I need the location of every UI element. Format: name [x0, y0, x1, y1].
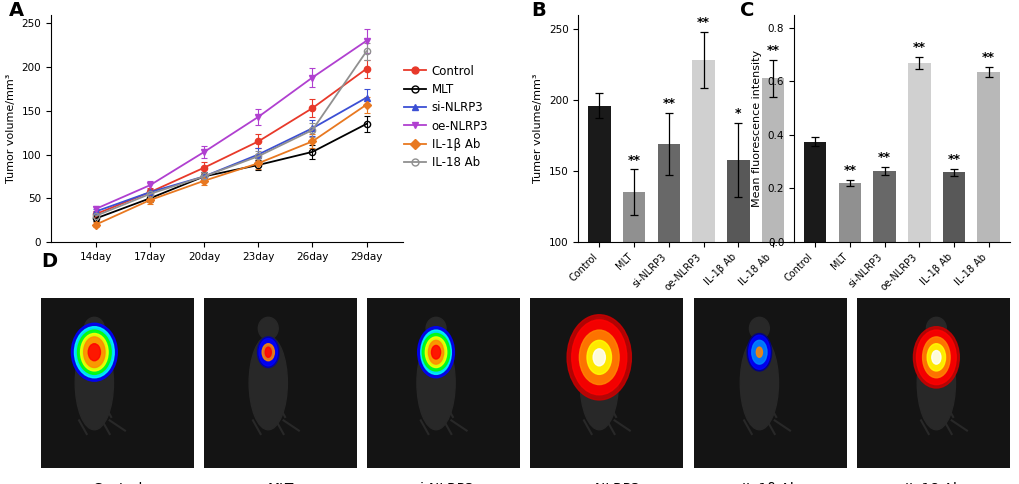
Ellipse shape — [916, 330, 956, 385]
Y-axis label: Tumer volume/mm³: Tumer volume/mm³ — [533, 74, 543, 183]
Ellipse shape — [75, 336, 113, 430]
Ellipse shape — [418, 327, 454, 378]
Bar — [872, 171, 895, 242]
Ellipse shape — [926, 344, 945, 371]
Text: D: D — [41, 252, 57, 271]
Text: **: ** — [877, 151, 891, 164]
Ellipse shape — [580, 336, 618, 430]
Ellipse shape — [748, 335, 769, 369]
Bar — [692, 60, 714, 242]
Ellipse shape — [425, 337, 446, 367]
Ellipse shape — [422, 333, 449, 371]
Bar — [727, 160, 749, 242]
Ellipse shape — [747, 333, 771, 371]
Ellipse shape — [262, 344, 274, 361]
Ellipse shape — [749, 318, 768, 339]
Ellipse shape — [567, 315, 631, 400]
Bar — [657, 144, 680, 242]
Text: B: B — [530, 1, 545, 20]
Text: MLT: MLT — [267, 482, 293, 484]
Bar — [907, 63, 929, 242]
Ellipse shape — [265, 347, 271, 357]
Y-axis label: Mean fluorescence intensity: Mean fluorescence intensity — [752, 50, 761, 207]
Ellipse shape — [259, 339, 277, 366]
Ellipse shape — [579, 330, 619, 385]
Text: **: ** — [912, 41, 925, 54]
Text: IL-18 Ab: IL-18 Ab — [904, 482, 961, 484]
Text: si-NLRP3: si-NLRP3 — [413, 482, 474, 484]
Bar — [942, 172, 964, 242]
Text: *: * — [735, 107, 741, 120]
Bar — [761, 78, 784, 242]
Ellipse shape — [593, 349, 605, 366]
Ellipse shape — [925, 318, 946, 339]
Text: oe-NLRP3: oe-NLRP3 — [573, 482, 640, 484]
Ellipse shape — [587, 340, 611, 375]
Text: C: C — [740, 1, 754, 20]
Text: **: ** — [981, 51, 995, 64]
Y-axis label: Tumor volume/mm³: Tumor volume/mm³ — [6, 74, 16, 183]
Text: **: ** — [627, 153, 640, 166]
Bar — [976, 72, 999, 242]
Ellipse shape — [913, 327, 959, 388]
Text: **: ** — [765, 44, 779, 57]
Ellipse shape — [84, 337, 105, 367]
Ellipse shape — [85, 318, 104, 339]
Ellipse shape — [916, 336, 955, 430]
Bar — [623, 192, 645, 242]
Ellipse shape — [249, 336, 287, 430]
Ellipse shape — [417, 336, 454, 430]
Text: **: ** — [843, 164, 856, 177]
Ellipse shape — [589, 318, 608, 339]
Ellipse shape — [89, 344, 101, 361]
Ellipse shape — [922, 337, 950, 378]
Text: **: ** — [661, 97, 675, 110]
Ellipse shape — [428, 340, 443, 364]
Text: **: ** — [947, 153, 960, 166]
Text: **: ** — [696, 16, 709, 29]
Bar — [803, 142, 825, 242]
Ellipse shape — [77, 330, 111, 375]
Ellipse shape — [258, 318, 278, 339]
Ellipse shape — [71, 323, 117, 381]
Text: A: A — [9, 1, 23, 20]
Ellipse shape — [931, 350, 941, 364]
Ellipse shape — [257, 337, 279, 367]
Ellipse shape — [421, 330, 451, 375]
Ellipse shape — [740, 336, 777, 430]
Bar — [838, 183, 860, 242]
Ellipse shape — [756, 347, 762, 357]
Bar — [588, 106, 610, 242]
Ellipse shape — [74, 327, 114, 378]
Ellipse shape — [431, 346, 440, 359]
Legend: Control, MLT, si-NLRP3, oe-NLRP3, IL-1β Ab, IL-18 Ab: Control, MLT, si-NLRP3, oe-NLRP3, IL-1β … — [399, 60, 492, 174]
Ellipse shape — [426, 318, 445, 339]
Ellipse shape — [81, 333, 108, 371]
Text: Control: Control — [92, 482, 143, 484]
Ellipse shape — [572, 320, 626, 395]
Ellipse shape — [751, 340, 766, 364]
Text: IL-1β Ab: IL-1β Ab — [741, 482, 798, 484]
